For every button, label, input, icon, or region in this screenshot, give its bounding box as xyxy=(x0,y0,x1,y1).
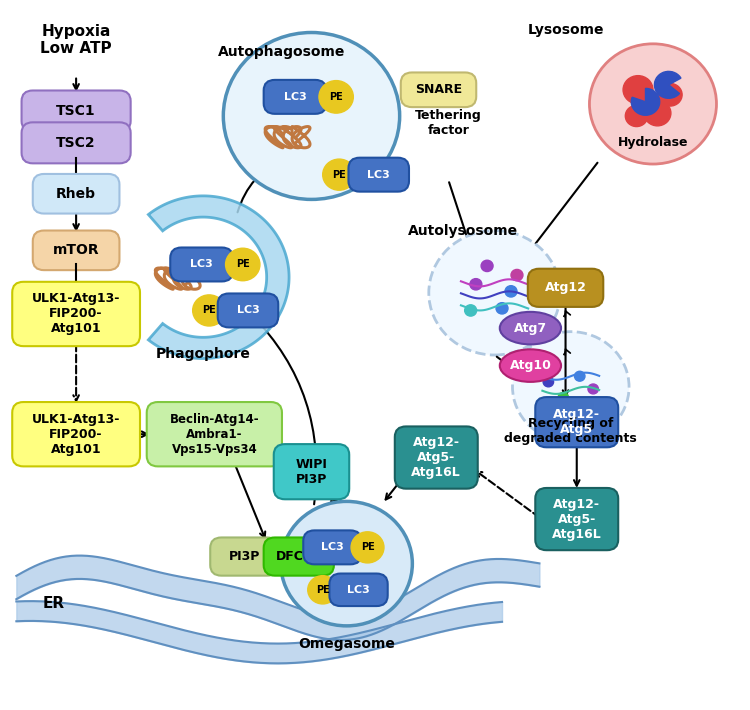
Circle shape xyxy=(496,302,508,314)
Text: LC3: LC3 xyxy=(284,92,307,102)
Circle shape xyxy=(308,576,338,604)
Text: LC3: LC3 xyxy=(236,305,260,315)
FancyBboxPatch shape xyxy=(400,72,476,107)
FancyBboxPatch shape xyxy=(264,537,334,576)
Circle shape xyxy=(505,285,517,297)
FancyBboxPatch shape xyxy=(12,402,140,466)
Text: LC3: LC3 xyxy=(321,542,344,552)
Text: ER: ER xyxy=(43,596,64,611)
FancyBboxPatch shape xyxy=(33,174,119,214)
Text: mTOR: mTOR xyxy=(53,244,100,257)
FancyBboxPatch shape xyxy=(22,90,130,131)
FancyBboxPatch shape xyxy=(274,444,350,499)
Wedge shape xyxy=(632,88,660,115)
Circle shape xyxy=(644,100,671,126)
Text: PE: PE xyxy=(332,170,346,180)
Circle shape xyxy=(574,371,585,381)
Text: ULK1-Atg13-
FIP200-
Atg101: ULK1-Atg13- FIP200- Atg101 xyxy=(32,413,120,456)
FancyBboxPatch shape xyxy=(12,282,140,346)
Ellipse shape xyxy=(500,312,561,344)
FancyBboxPatch shape xyxy=(217,293,278,327)
Text: Lysosome: Lysosome xyxy=(527,23,604,37)
Circle shape xyxy=(351,532,384,563)
Ellipse shape xyxy=(500,349,561,382)
Text: Atg12-
Atg5-
Atg16L: Atg12- Atg5- Atg16L xyxy=(552,498,602,540)
Circle shape xyxy=(280,501,412,626)
Text: TSC2: TSC2 xyxy=(56,136,96,150)
Circle shape xyxy=(319,81,353,113)
Text: WIPI
PI3P: WIPI PI3P xyxy=(296,458,328,486)
Text: Phagophore: Phagophore xyxy=(156,346,251,361)
Circle shape xyxy=(465,305,476,316)
Circle shape xyxy=(558,393,568,403)
Circle shape xyxy=(511,269,523,280)
Polygon shape xyxy=(148,196,289,359)
Text: LC3: LC3 xyxy=(190,259,213,270)
FancyBboxPatch shape xyxy=(210,537,278,576)
Text: Hydrolase: Hydrolase xyxy=(618,136,688,149)
FancyBboxPatch shape xyxy=(528,268,603,307)
FancyBboxPatch shape xyxy=(394,427,478,488)
Text: Rheb: Rheb xyxy=(56,187,96,201)
Text: Beclin-Atg14-
Ambra1-
Vps15-Vps34: Beclin-Atg14- Ambra1- Vps15-Vps34 xyxy=(170,413,260,456)
Circle shape xyxy=(193,295,226,326)
Circle shape xyxy=(224,33,400,200)
FancyBboxPatch shape xyxy=(147,402,282,466)
FancyBboxPatch shape xyxy=(536,397,618,447)
Text: Atg12-
Atg5-
Atg16L: Atg12- Atg5- Atg16L xyxy=(412,436,461,479)
Circle shape xyxy=(658,84,682,106)
FancyBboxPatch shape xyxy=(264,80,326,114)
Text: TSC1: TSC1 xyxy=(56,104,96,118)
Circle shape xyxy=(588,384,598,394)
Text: PE: PE xyxy=(329,92,343,102)
Circle shape xyxy=(543,377,554,387)
Text: Hypoxia
Low ATP: Hypoxia Low ATP xyxy=(40,24,112,57)
Text: PE: PE xyxy=(316,585,329,595)
FancyBboxPatch shape xyxy=(329,574,388,606)
Text: PE: PE xyxy=(361,542,374,552)
Circle shape xyxy=(470,278,482,290)
Text: LC3: LC3 xyxy=(368,170,390,180)
Circle shape xyxy=(322,159,356,190)
Circle shape xyxy=(549,363,560,373)
Text: DFCP1: DFCP1 xyxy=(276,550,322,563)
FancyBboxPatch shape xyxy=(303,530,362,564)
Text: PE: PE xyxy=(202,305,216,315)
Text: Recycling of
degraded contents: Recycling of degraded contents xyxy=(505,417,638,445)
Text: PE: PE xyxy=(236,259,250,270)
Text: Atg12-
Atg5: Atg12- Atg5 xyxy=(554,408,600,436)
Text: Atg10: Atg10 xyxy=(509,359,551,372)
FancyBboxPatch shape xyxy=(349,158,409,192)
Wedge shape xyxy=(655,72,681,98)
Text: SNARE: SNARE xyxy=(415,83,462,97)
Text: Atg12: Atg12 xyxy=(544,281,586,295)
Circle shape xyxy=(626,105,648,126)
FancyBboxPatch shape xyxy=(22,122,130,163)
Text: LC3: LC3 xyxy=(347,585,370,595)
Circle shape xyxy=(429,231,560,355)
Circle shape xyxy=(226,248,260,280)
Circle shape xyxy=(512,332,629,442)
Text: Autophagosome: Autophagosome xyxy=(218,45,345,60)
FancyBboxPatch shape xyxy=(33,231,119,270)
Text: Tethering
factor: Tethering factor xyxy=(415,109,482,137)
Text: Autolysosome: Autolysosome xyxy=(408,224,518,239)
FancyBboxPatch shape xyxy=(536,488,618,550)
Text: PI3P: PI3P xyxy=(229,550,260,563)
Circle shape xyxy=(481,261,493,271)
Text: ULK1-Atg13-
FIP200-
Atg101: ULK1-Atg13- FIP200- Atg101 xyxy=(32,293,120,336)
Text: Omegasome: Omegasome xyxy=(298,637,395,650)
Circle shape xyxy=(590,44,716,164)
Text: Atg7: Atg7 xyxy=(514,322,547,334)
FancyBboxPatch shape xyxy=(170,248,233,281)
Circle shape xyxy=(623,76,653,104)
